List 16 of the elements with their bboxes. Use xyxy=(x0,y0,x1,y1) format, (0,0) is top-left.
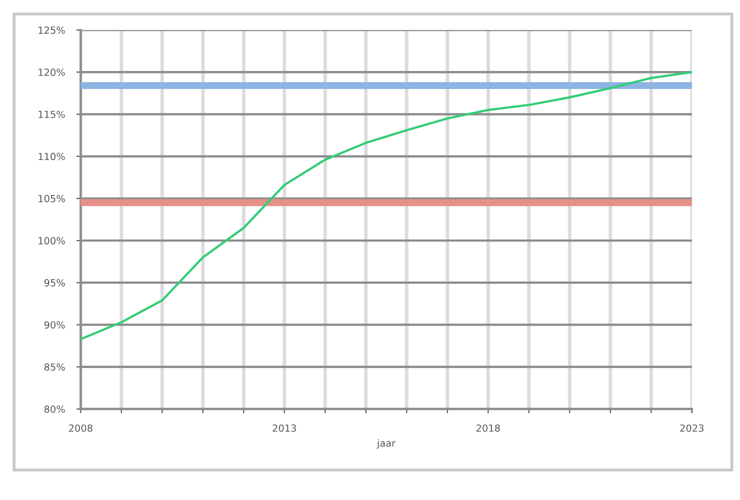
y-tick-label: 110% xyxy=(38,152,65,160)
y-tick-label: 105% xyxy=(38,194,65,202)
line-series xyxy=(80,71,692,340)
y-tick-label: 90% xyxy=(44,321,65,329)
y-tick-label: 125% xyxy=(38,26,65,34)
x-tick-label: 2008 xyxy=(69,424,92,432)
x-tick-label: 2013 xyxy=(272,424,296,432)
x-axis-title: jaar xyxy=(376,439,396,449)
y-tick-label: 100% xyxy=(38,237,65,244)
y-tick-label: 95% xyxy=(44,279,65,286)
y-tick-label: 85% xyxy=(44,363,65,371)
y-tick-label: 80% xyxy=(44,405,65,413)
y-tick-label: 120% xyxy=(38,68,65,76)
x-tick-label: 2018 xyxy=(476,424,500,432)
x-tick-label: 2023 xyxy=(680,424,704,432)
y-tick-label: 115% xyxy=(38,110,65,118)
